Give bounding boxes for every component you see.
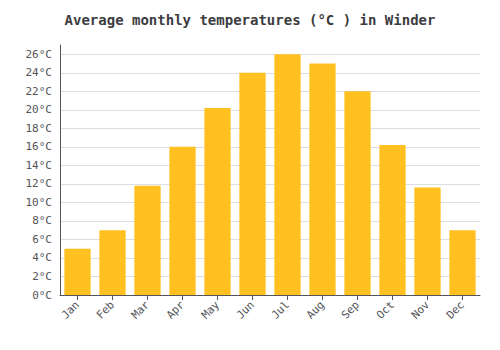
svg-text:24°C: 24°C xyxy=(26,66,53,79)
svg-text:10°C: 10°C xyxy=(26,196,53,209)
svg-text:6°C: 6°C xyxy=(32,233,52,246)
svg-text:16°C: 16°C xyxy=(26,140,53,153)
svg-text:May: May xyxy=(199,298,222,321)
svg-text:14°C: 14°C xyxy=(26,159,53,172)
svg-text:Feb: Feb xyxy=(94,298,117,321)
svg-text:22°C: 22°C xyxy=(26,85,53,98)
svg-text:Nov: Nov xyxy=(409,298,432,321)
svg-text:Sep: Sep xyxy=(339,298,362,321)
svg-text:0°C: 0°C xyxy=(32,289,52,302)
svg-text:26°C: 26°C xyxy=(26,48,53,61)
svg-text:Aug: Aug xyxy=(304,298,327,321)
svg-text:Mar: Mar xyxy=(129,298,152,321)
svg-text:2°C: 2°C xyxy=(32,270,52,283)
svg-text:Oct: Oct xyxy=(374,298,397,321)
svg-text:8°C: 8°C xyxy=(32,214,52,227)
svg-text:4°C: 4°C xyxy=(32,251,52,264)
svg-text:18°C: 18°C xyxy=(26,122,53,135)
svg-text:Average monthly temperatures (: Average monthly temperatures (°C ) in Wi… xyxy=(65,12,436,28)
svg-text:Jan: Jan xyxy=(59,298,82,321)
svg-text:12°C: 12°C xyxy=(26,177,53,190)
svg-text:20°C: 20°C xyxy=(26,103,53,116)
svg-text:Apr: Apr xyxy=(164,298,187,321)
svg-text:Dec: Dec xyxy=(444,298,467,321)
svg-text:Jul: Jul xyxy=(269,298,292,321)
svg-text:Jun: Jun xyxy=(234,298,257,321)
